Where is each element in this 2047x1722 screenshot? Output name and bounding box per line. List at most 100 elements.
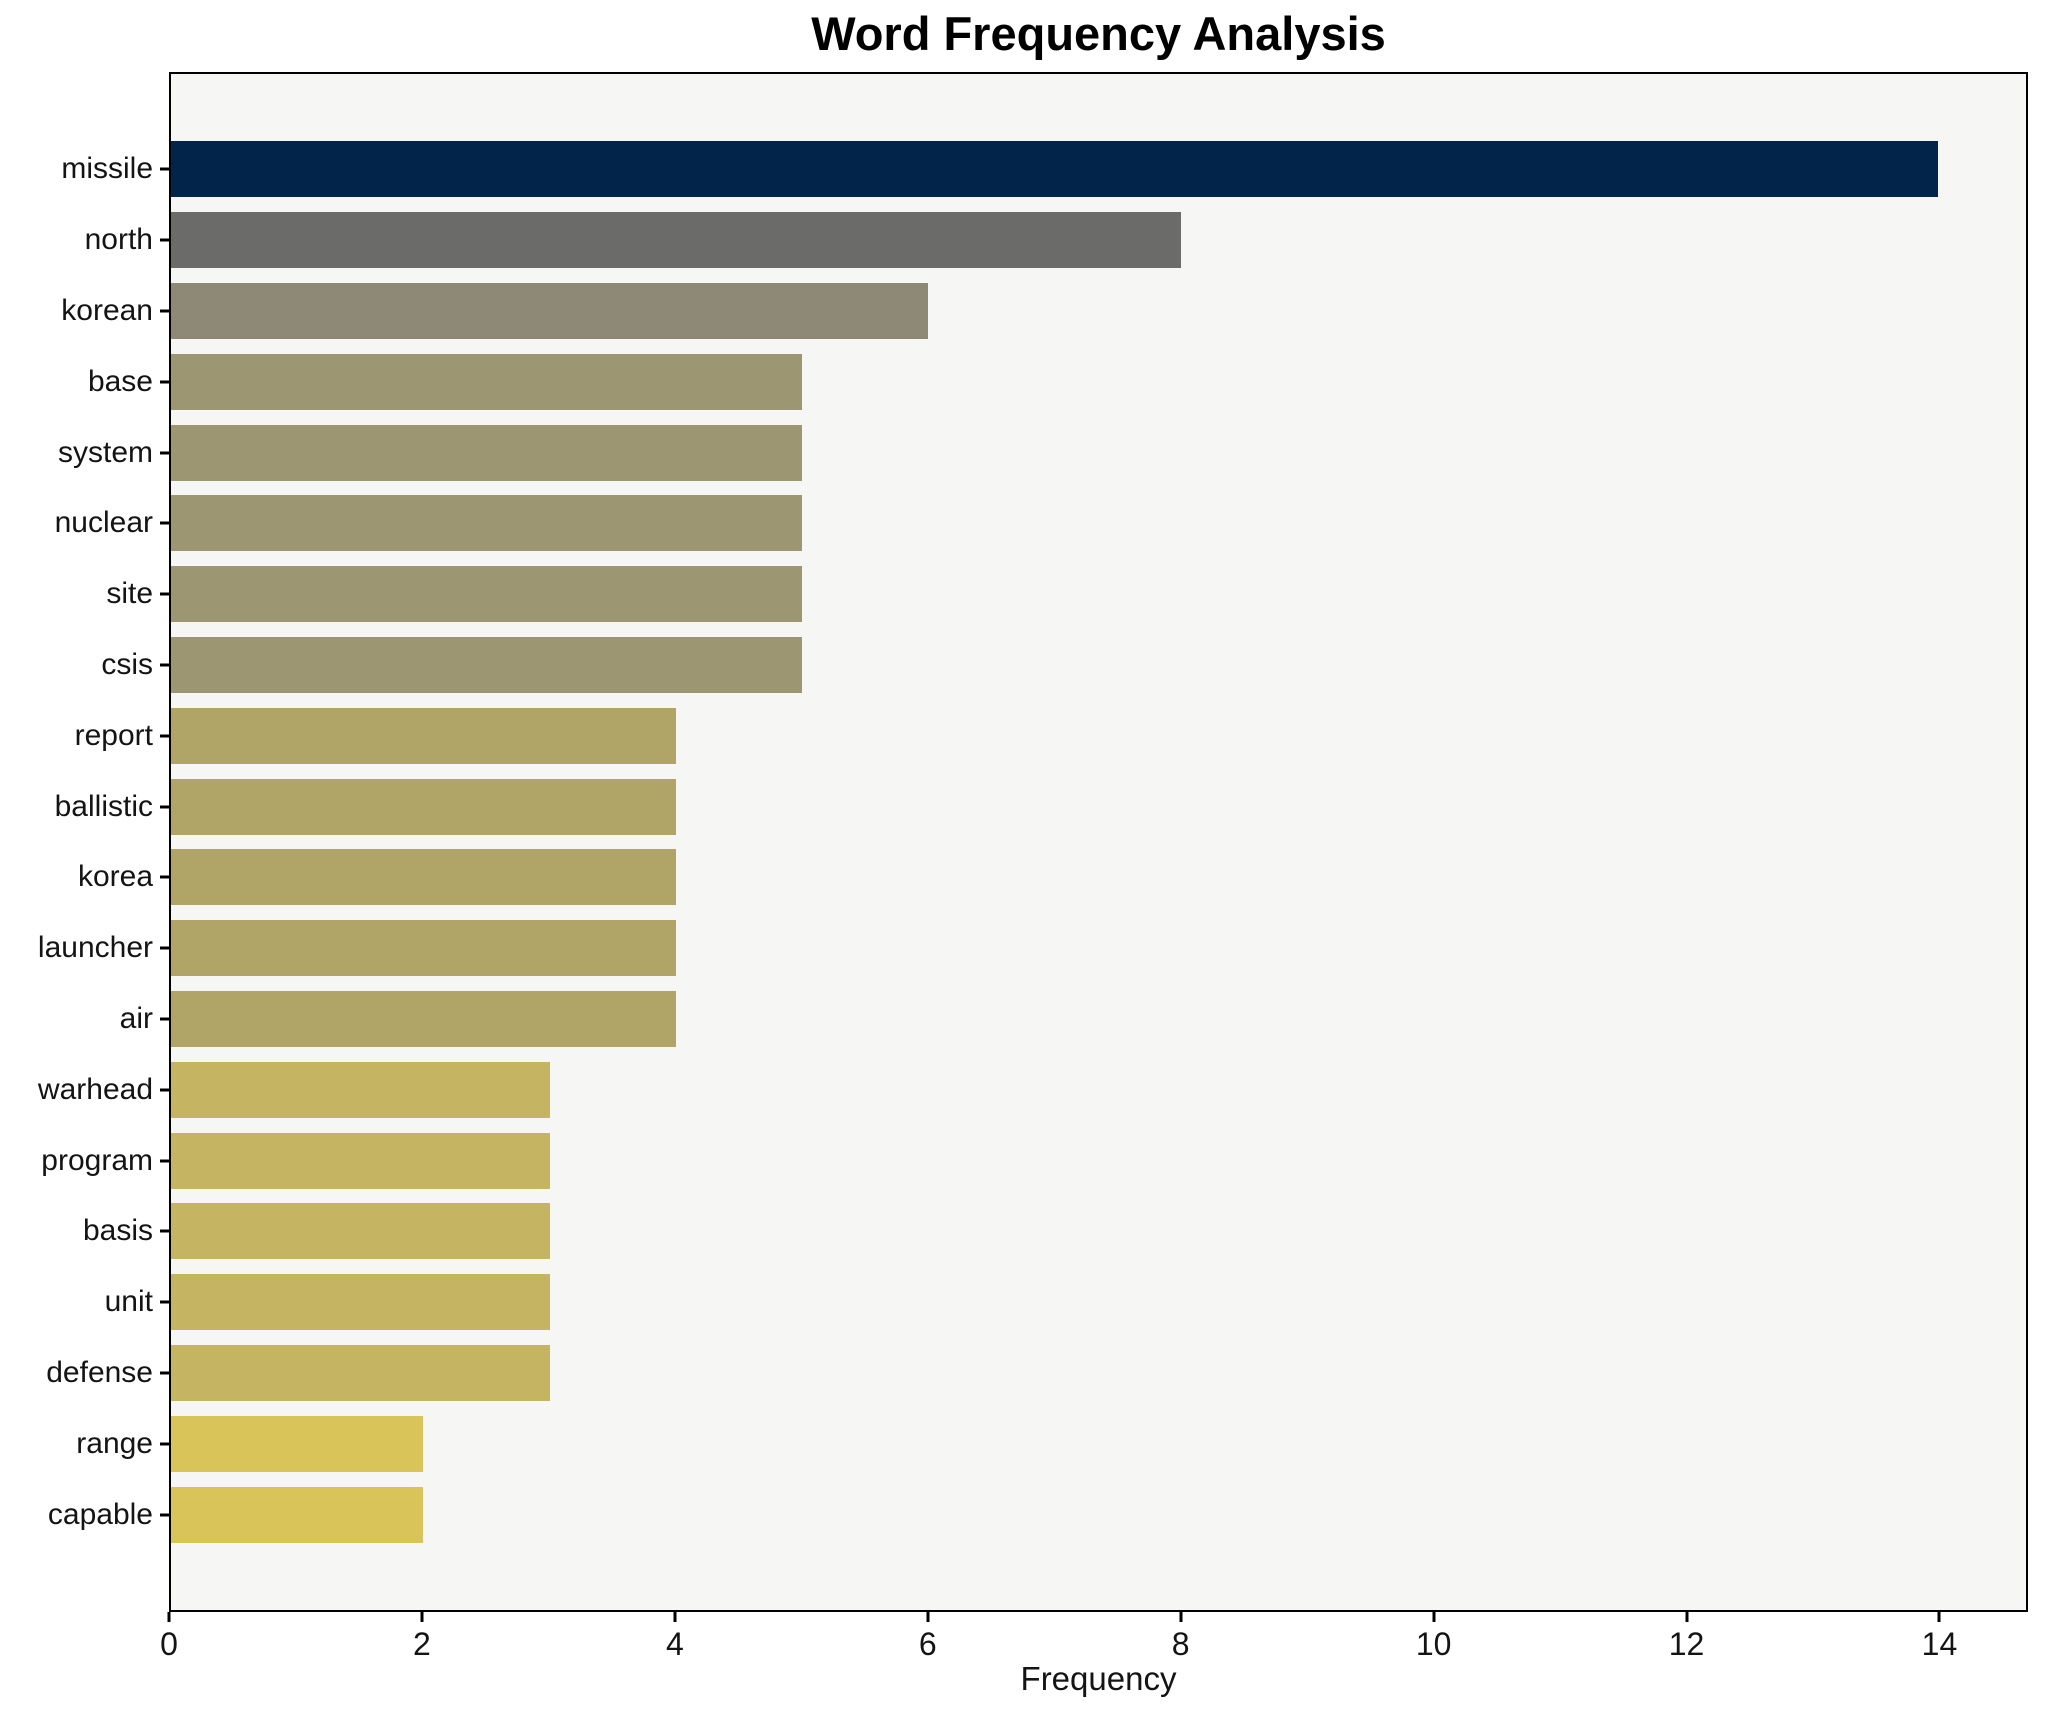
y-tick-mark — [160, 946, 169, 950]
category-label: report — [74, 718, 153, 752]
x-tick-label: 12 — [1668, 1626, 1705, 1662]
category-label: csis — [101, 647, 153, 681]
frequency-bar — [171, 990, 676, 1047]
category-label: air — [119, 1001, 153, 1035]
frequency-bar — [171, 282, 929, 339]
category-label: defense — [46, 1355, 153, 1389]
x-tick-label: 14 — [1921, 1626, 1958, 1662]
frequency-bar — [171, 141, 1938, 198]
category-label: warhead — [37, 1072, 153, 1106]
x-tick-label: 6 — [918, 1626, 937, 1662]
y-tick-mark — [160, 1159, 169, 1163]
category-label: system — [57, 435, 153, 469]
category-label: korean — [61, 293, 153, 327]
frequency-bar — [171, 1344, 550, 1401]
y-tick-mark — [160, 1442, 169, 1446]
bar-row: korea — [78, 842, 2026, 913]
x-axis: 0 2 4 6 8 10 12 14 — [160, 1612, 2028, 1682]
category-label: missile — [61, 152, 153, 186]
bar-row: base — [88, 346, 2026, 417]
x-tick-label: 0 — [160, 1626, 178, 1662]
y-tick-mark — [160, 805, 169, 809]
frequency-bar — [171, 1061, 550, 1118]
x-tick-mark — [420, 1612, 424, 1622]
bar-row: report — [75, 700, 2026, 771]
category-label: ballistic — [54, 789, 153, 823]
bar-row: basis — [83, 1196, 2026, 1267]
category-label: nuclear — [54, 506, 153, 540]
bar-row: air — [120, 984, 2026, 1055]
bar-row: capable — [48, 1479, 2026, 1550]
y-tick-mark — [160, 1371, 169, 1375]
bar-row: unit — [105, 1267, 2026, 1338]
y-tick-mark — [160, 592, 169, 596]
bar-row: missile — [61, 134, 2026, 205]
bar-row: site — [106, 559, 2026, 630]
frequency-bar — [171, 424, 802, 481]
y-tick-mark — [160, 663, 169, 667]
bar-row: range — [76, 1408, 2026, 1479]
y-tick-mark — [160, 167, 169, 171]
bar-row: csis — [101, 630, 2026, 701]
frequency-bar — [171, 1274, 550, 1331]
frequency-bar — [171, 1203, 550, 1260]
bar-row: program — [41, 1125, 2026, 1196]
frequency-bar — [171, 1486, 424, 1543]
y-tick-mark — [160, 1513, 169, 1517]
frequency-bar — [171, 1415, 424, 1472]
bar-row: nuclear — [55, 488, 2026, 559]
category-label: site — [106, 577, 153, 611]
bar-row: defense — [46, 1338, 2026, 1409]
category-label: capable — [47, 1497, 153, 1531]
x-tick-label: 2 — [413, 1626, 431, 1662]
category-label: range — [76, 1426, 153, 1460]
frequency-bar — [171, 849, 676, 906]
bar-rows: missile north korean base system nuclear site c… — [38, 74, 2026, 1610]
y-tick-mark — [160, 1300, 169, 1304]
frequency-bar — [171, 778, 676, 835]
frequency-bar — [171, 1132, 550, 1189]
bar-row: warhead — [38, 1054, 2026, 1125]
frequency-bar — [171, 495, 802, 552]
y-tick-mark — [160, 1088, 169, 1092]
frequency-bar — [171, 353, 802, 410]
bar-row: korean — [61, 276, 2026, 347]
x-tick-mark — [1179, 1612, 1183, 1622]
y-tick-mark — [160, 1229, 169, 1233]
x-tick-label: 8 — [1171, 1626, 1190, 1662]
frequency-bar — [171, 920, 676, 977]
y-tick-mark — [160, 734, 169, 738]
category-label: program — [41, 1143, 153, 1177]
y-tick-mark — [160, 238, 169, 242]
plot-area: missile north korean base system nuclear site c… — [38, 72, 2028, 1612]
x-tick-mark — [1937, 1612, 1941, 1622]
category-label: base — [87, 364, 153, 398]
x-tick-mark — [926, 1612, 930, 1622]
y-tick-mark — [160, 451, 169, 455]
bar-row: launcher — [38, 913, 2026, 984]
y-tick-mark — [160, 1017, 169, 1021]
frequency-bar — [171, 566, 802, 623]
x-tick-mark — [1685, 1612, 1689, 1622]
y-tick-mark — [160, 309, 169, 313]
category-label: korea — [77, 860, 153, 894]
frequency-bar — [171, 636, 802, 693]
category-label: unit — [104, 1285, 153, 1319]
x-tick-mark — [167, 1612, 171, 1622]
bar-row: north — [85, 205, 2026, 276]
y-tick-mark — [160, 521, 169, 525]
x-axis-title: Frequency — [1020, 1660, 1177, 1697]
y-tick-mark — [160, 380, 169, 384]
category-label: basis — [82, 1214, 153, 1248]
bar-row: ballistic — [55, 771, 2026, 842]
frequency-bar — [171, 212, 1181, 269]
x-tick-label: 4 — [665, 1626, 684, 1662]
bar-row: system — [58, 417, 2026, 488]
chart-title: Word Frequency Analysis — [811, 7, 1386, 60]
x-tick-mark — [673, 1612, 677, 1622]
x-tick-mark — [1432, 1612, 1436, 1622]
category-label: launcher — [37, 931, 153, 965]
category-label: north — [84, 223, 153, 257]
x-tick-label: 10 — [1415, 1626, 1452, 1662]
